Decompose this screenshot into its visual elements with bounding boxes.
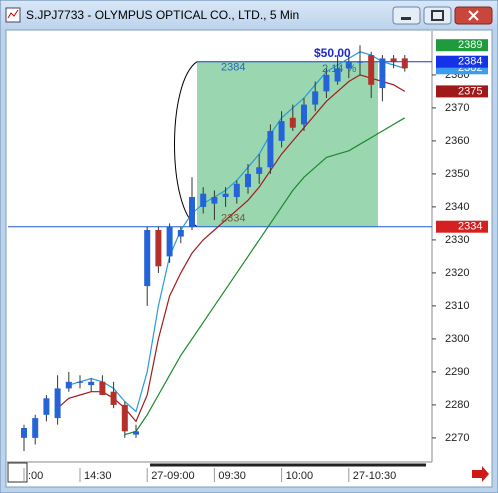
maximize-button[interactable]: [423, 6, 452, 25]
price-marker-label: 2384: [458, 56, 482, 68]
candle-body: [278, 121, 285, 141]
maximize-glyph: [431, 10, 444, 21]
minimize-glyph: [401, 17, 411, 20]
candle-body: [54, 388, 61, 419]
y-tick-label: 2280: [445, 399, 469, 411]
ma-line: [124, 117, 406, 436]
x-tick-label: 10:00: [286, 470, 314, 482]
price-marker: [436, 39, 488, 52]
price-marker: [436, 220, 488, 233]
close-glyph: [468, 10, 479, 21]
candle-body: [289, 117, 296, 128]
candle-body: [334, 68, 341, 82]
candle-body: [323, 74, 330, 92]
app-icon-glyph: [7, 9, 19, 19]
scroll-arrow[interactable]: [472, 466, 489, 482]
measure-box: [197, 61, 378, 227]
price-marker: [436, 85, 488, 98]
candle-body: [301, 104, 307, 125]
candle-body: [200, 193, 207, 207]
candle-body: [401, 58, 408, 69]
candle-body: [32, 418, 39, 438]
candle-body: [121, 404, 128, 432]
price-marker-label: 2334: [458, 221, 482, 233]
measure-percent: 2.14 %: [322, 63, 356, 75]
candle-body: [144, 230, 151, 287]
candle-body: [267, 131, 274, 168]
candle-body: [222, 193, 229, 197]
price-marker-label: 2389: [458, 39, 482, 51]
candle-body: [110, 391, 117, 405]
x-tick-label: 09:30: [218, 470, 246, 482]
plot: 2384 2334 2270 2280 2290 2300 2310 2320 2330 2340…: [8, 39, 488, 482]
candle-body: [189, 197, 195, 227]
candle-body: [155, 230, 162, 267]
y-tick-label: 2320: [445, 267, 469, 279]
measure-bottom-label: 2334: [221, 213, 245, 225]
candle-body: [379, 58, 386, 89]
price-marker: [436, 55, 488, 68]
x-tick-label: 27-10:30: [353, 470, 396, 482]
y-tick-label: 2330: [445, 234, 469, 246]
candle-body: [99, 381, 106, 395]
x-tick-label: 27-09:00: [151, 470, 194, 482]
y-tick-label: 2360: [445, 135, 469, 147]
candle-body: [77, 381, 83, 383]
candle-body: [368, 55, 375, 85]
y-tick-label: 2270: [445, 432, 469, 444]
y-tick-label: 2300: [445, 333, 469, 345]
candle-body: [177, 230, 184, 237]
y-tick-label: 2340: [445, 201, 469, 213]
candle-body: [390, 58, 397, 62]
candle-body: [256, 167, 263, 174]
x-tick-label: :00: [28, 470, 43, 482]
x-tick-label: 14:30: [84, 470, 112, 482]
candle-body: [43, 398, 50, 415]
y-tick-label: 2310: [445, 300, 469, 312]
candle-body: [166, 226, 173, 257]
price-marker-label: 2375: [458, 85, 482, 97]
candle-body: [357, 61, 363, 63]
candle-body: [88, 381, 95, 386]
candle-body: [233, 183, 240, 197]
candle-body: [65, 381, 72, 389]
candle-body: [133, 431, 139, 435]
y-tick-label: 2290: [445, 366, 469, 378]
measure-arc: [174, 61, 198, 228]
candle-body: [345, 61, 352, 69]
y-tick-label: 2370: [445, 102, 469, 114]
candle-body: [21, 428, 27, 438]
measure-change: $50.00: [314, 46, 351, 60]
measure-top-label: 2384: [221, 62, 245, 74]
candle-body: [211, 197, 218, 204]
candle-body: [245, 173, 251, 188]
y-tick-label: 2350: [445, 168, 469, 180]
candle-body: [312, 91, 319, 105]
corner-box[interactable]: [7, 462, 28, 483]
window-title: S.JPJ7733 - OLYMPUS OPTICAL CO., LTD., 5…: [26, 8, 299, 22]
minimize-button[interactable]: [392, 6, 421, 25]
